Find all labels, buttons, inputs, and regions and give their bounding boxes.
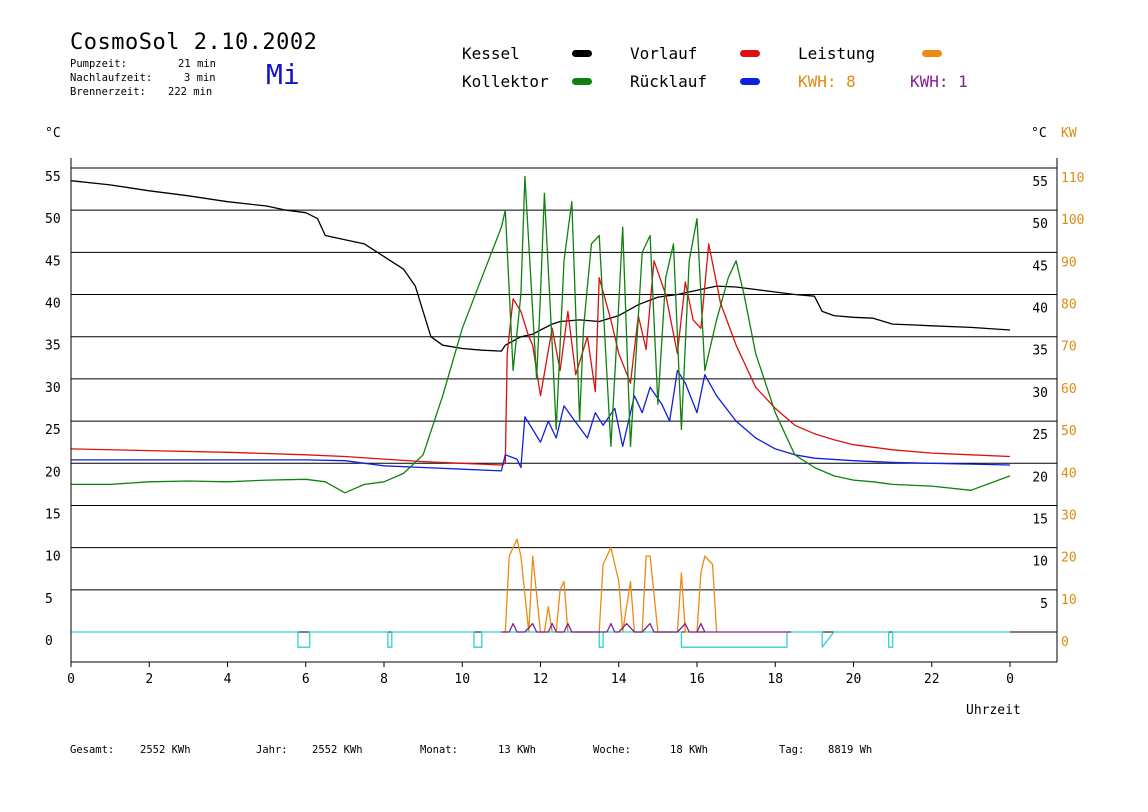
x-tick-label: 0 [67, 672, 75, 687]
x-tick-label: 6 [302, 672, 310, 687]
x-tick-label: 18 [767, 672, 783, 687]
x-tick-label: 10 [454, 672, 470, 687]
y-axis-unit-left: °C [45, 126, 61, 141]
line-kollektor [71, 175, 1011, 494]
line-pump-state [71, 631, 1010, 648]
y2-tick-label: 50 [1061, 424, 1077, 439]
series-lines [70, 175, 1011, 648]
y-tick-label-right: 5 [1040, 597, 1048, 612]
tick-labels: 0 2 4 6 8 10 12 14 16 18 20 22 005101520253035404550… [45, 126, 1084, 718]
line-leistung [501, 538, 718, 633]
legend-leistung-label: Leistung [798, 44, 876, 63]
y-tick-label-left: 20 [45, 465, 61, 480]
legend-ruecklauf-swatch [740, 78, 760, 85]
y2-tick-label: 10 [1061, 593, 1077, 608]
footer-tag-value: 8819 Wh [828, 744, 873, 756]
stat-label-nachlaufzeit: Nachlaufzeit: [70, 72, 153, 84]
stat-value-pumpzeit: 21 min [178, 58, 216, 70]
x-tick-label: 8 [380, 672, 388, 687]
legend-kollektor-swatch [572, 78, 592, 85]
y-tick-label-right: 25 [1032, 428, 1048, 443]
line-kollektor-leistung [501, 622, 791, 633]
legend-kessel-swatch [572, 50, 592, 57]
x-tick-label: 20 [846, 672, 862, 687]
legend-kwh-collector: KWH: 1 [910, 72, 968, 91]
legend-kwh-total: KWH: 8 [798, 72, 856, 91]
x-axis-label: Uhrzeit [966, 703, 1021, 718]
y-tick-label-left: 10 [45, 550, 61, 565]
y-tick-label-right: 35 [1032, 344, 1048, 359]
y-tick-label-left: 30 [45, 381, 61, 396]
y-tick-label-right: 15 [1032, 512, 1048, 527]
footer-jahr-value: 2552 KWh [312, 744, 363, 756]
legend-vorlauf-swatch [740, 50, 760, 57]
y2-tick-label: 40 [1061, 466, 1077, 481]
y-tick-label-left: 25 [45, 423, 61, 438]
stat-label-brennerzeit: Brennerzeit: [70, 86, 146, 98]
grid [71, 167, 1057, 633]
x-tick-label: 22 [924, 672, 940, 687]
y-tick-label-right: 40 [1032, 302, 1048, 317]
y-tick-label-right: 20 [1032, 470, 1048, 485]
y2-tick-label: 20 [1061, 551, 1077, 566]
y-tick-label-right: 45 [1032, 259, 1048, 274]
x-tick-label: 12 [533, 672, 549, 687]
line-kessel [70, 180, 1011, 352]
y-tick-label-right: 30 [1032, 386, 1048, 401]
footer-woche-value: 18 KWh [670, 744, 708, 756]
legend-kollektor-label: Kollektor [462, 72, 549, 91]
y-tick-label-left: 55 [45, 170, 61, 185]
x-tick-label: 14 [611, 672, 627, 687]
y-tick-label-left: 5 [45, 592, 53, 607]
weekday-label: Mi [266, 58, 300, 91]
y-tick-label-left: 0 [45, 634, 53, 649]
y-tick-label-right: 10 [1032, 555, 1048, 570]
line-vorlauf [70, 243, 1011, 466]
y-tick-label-right: 55 [1032, 175, 1048, 190]
y2-tick-label: 0 [1061, 635, 1069, 650]
footer-woche-label: Woche: [593, 744, 631, 756]
stat-label-pumpzeit: Pumpzeit: [70, 58, 127, 70]
footer-gesamt-value: 2552 KWh [140, 744, 191, 756]
footer-tag-label: Tag: [779, 744, 805, 756]
y2-tick-label: 110 [1061, 171, 1084, 186]
y-tick-label-left: 50 [45, 212, 61, 227]
y-tick-label-left: 45 [45, 254, 61, 269]
legend-leistung-swatch [922, 50, 942, 57]
y-tick-label-right: 50 [1032, 217, 1048, 232]
stat-value-brennerzeit: 222 min [168, 86, 213, 98]
x-tick-label: 2 [145, 672, 153, 687]
footer-gesamt-label: Gesamt: [70, 744, 115, 756]
y2-tick-label: 30 [1061, 508, 1077, 523]
footer-jahr-label: Jahr: [256, 744, 288, 756]
y2-axis-unit: KW [1061, 126, 1077, 141]
y2-tick-label: 60 [1061, 382, 1077, 397]
x-tick-label: 16 [689, 672, 705, 687]
y2-tick-label: 80 [1061, 298, 1077, 313]
y-tick-label-left: 15 [45, 507, 61, 522]
stat-value-nachlaufzeit: 3 min [184, 72, 216, 84]
y2-tick-label: 70 [1061, 340, 1077, 355]
axes [70, 158, 1058, 667]
legend-ruecklauf-label: Rücklauf [630, 72, 708, 91]
x-tick-label: 4 [224, 672, 232, 687]
x-tick-label: 0 [1006, 672, 1014, 687]
y-tick-label-left: 40 [45, 297, 61, 312]
legend-vorlauf-label: Vorlauf [630, 44, 698, 63]
chart-title: CosmoSol 2.10.2002 [70, 30, 318, 55]
footer-monat-label: Monat: [420, 744, 458, 756]
legend-kessel-label: Kessel [462, 44, 520, 63]
footer-monat-value: 13 KWh [498, 744, 536, 756]
y2-tick-label: 90 [1061, 255, 1077, 270]
y-axis-unit-right: °C [1031, 126, 1047, 141]
y2-tick-label: 100 [1061, 213, 1084, 228]
y-tick-label-left: 35 [45, 339, 61, 354]
